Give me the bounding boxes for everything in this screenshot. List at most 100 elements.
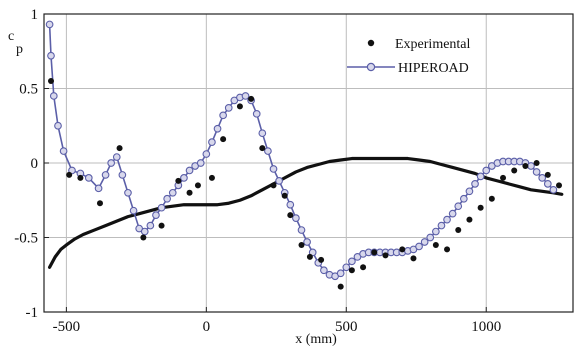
hiperoad-point (482, 166, 491, 175)
hiperoad-point (180, 174, 188, 182)
experimental-point (116, 145, 123, 152)
experimental-point (298, 241, 305, 248)
experimental-point (220, 136, 227, 143)
hiperoad-point (68, 166, 76, 175)
experimental-point (533, 160, 540, 166)
hiperoad-point (303, 238, 311, 246)
hiperoad-point (84, 174, 93, 182)
experimental-point (511, 167, 518, 174)
hiperoad-point (448, 209, 457, 218)
hiperoad-point (342, 263, 351, 272)
hiperoad-point (465, 187, 474, 196)
y-tick-label-0: -1 (26, 305, 39, 321)
hiperoad-point (112, 153, 121, 161)
x-axis-label: x (mm) (295, 332, 337, 347)
legend: Experimental HIPEROAD (347, 37, 471, 76)
experimental-point (175, 177, 182, 184)
hiperoad-point (297, 226, 306, 234)
experimental-point (500, 174, 507, 181)
hiperoad-point (527, 162, 535, 170)
experimental-point (477, 204, 484, 211)
experimental-point (444, 246, 451, 253)
experimental-point (306, 253, 313, 260)
hiperoad-point (118, 171, 127, 179)
hiperoad-point (129, 206, 138, 215)
x-tick-label-0: -500 (53, 319, 81, 335)
experimental-point (360, 264, 367, 271)
hiperoad-point (208, 138, 216, 146)
hiperoad-point (454, 202, 463, 211)
experimental-point (371, 249, 378, 256)
hiperoad-point (49, 92, 58, 100)
legend-experimental-label: Experimental (395, 37, 471, 52)
hiperoad-point (219, 111, 227, 120)
hiperoad-point (47, 51, 55, 60)
hiperoad-point (146, 221, 155, 230)
legend-experimental-marker (367, 39, 375, 47)
experimental-series (47, 78, 563, 290)
hiperoad-point (426, 233, 435, 242)
experimental-point (544, 171, 551, 178)
hiperoad-point (264, 147, 272, 155)
hiperoad-point (269, 165, 278, 173)
experimental-point (556, 182, 563, 189)
hiperoad-point (420, 238, 429, 246)
experimental-point (186, 189, 193, 196)
hiperoad-point (292, 214, 300, 222)
experimental-point (410, 255, 417, 262)
experimental-point (158, 222, 165, 229)
experimental-point (259, 145, 266, 152)
hiperoad-point (224, 104, 233, 112)
experimental-point (287, 212, 294, 219)
axis-ticks (44, 13, 487, 313)
hiperoad-point (320, 266, 328, 275)
y-tick-label-1: -0.5 (14, 231, 38, 247)
experimental-point (140, 234, 147, 241)
experimental-point (236, 103, 243, 110)
hiperoad-point (168, 188, 177, 197)
experimental-point (248, 95, 255, 102)
hiperoad-series (45, 20, 558, 281)
thick-curve-series (47, 156, 564, 269)
hiperoad-point (94, 184, 103, 193)
hiperoad-point (443, 215, 451, 224)
hiperoad-line (48, 24, 554, 278)
experimental-point (77, 174, 84, 181)
hiperoad-point (196, 159, 205, 167)
y-tick-label-4: 1 (31, 7, 39, 23)
hiperoad-point (543, 180, 552, 188)
hiperoad-point (437, 221, 446, 230)
experimental-point (194, 182, 201, 189)
legend-hiperoad-marker (366, 62, 376, 72)
hiperoad-point (241, 92, 250, 100)
hiperoad-point (348, 257, 356, 266)
experimental-point (522, 162, 529, 169)
experimental-point (47, 78, 54, 85)
experimental-point (66, 171, 73, 178)
hiperoad-point (45, 20, 54, 29)
hiperoad-point (54, 121, 62, 130)
hiperoad-point (185, 166, 194, 175)
hiperoad-point (459, 194, 468, 203)
axis-tick-labels: -500 0 500 1000 -1 -0.5 0 0.5 1 (14, 7, 501, 335)
hiperoad-point (415, 242, 423, 251)
x-tick-label-2: 500 (335, 319, 358, 335)
y-tick-label-2: 0 (31, 156, 39, 172)
experimental-point (399, 246, 406, 253)
experimental-point (488, 195, 495, 202)
y-axis-label: c (8, 29, 14, 44)
experimental-point (382, 252, 389, 259)
hiperoad-point (140, 227, 149, 236)
experimental-point (348, 267, 355, 274)
hiperoad-point (163, 194, 172, 203)
hiperoad-point (101, 171, 110, 179)
hiperoad-point (124, 188, 132, 197)
experimental-point (208, 174, 215, 181)
hiperoad-point (275, 177, 283, 185)
experimental-point (270, 182, 277, 189)
hiperoad-point (549, 185, 558, 194)
experimental-point (96, 200, 103, 207)
y-axis-label-subscript: p (16, 42, 23, 57)
